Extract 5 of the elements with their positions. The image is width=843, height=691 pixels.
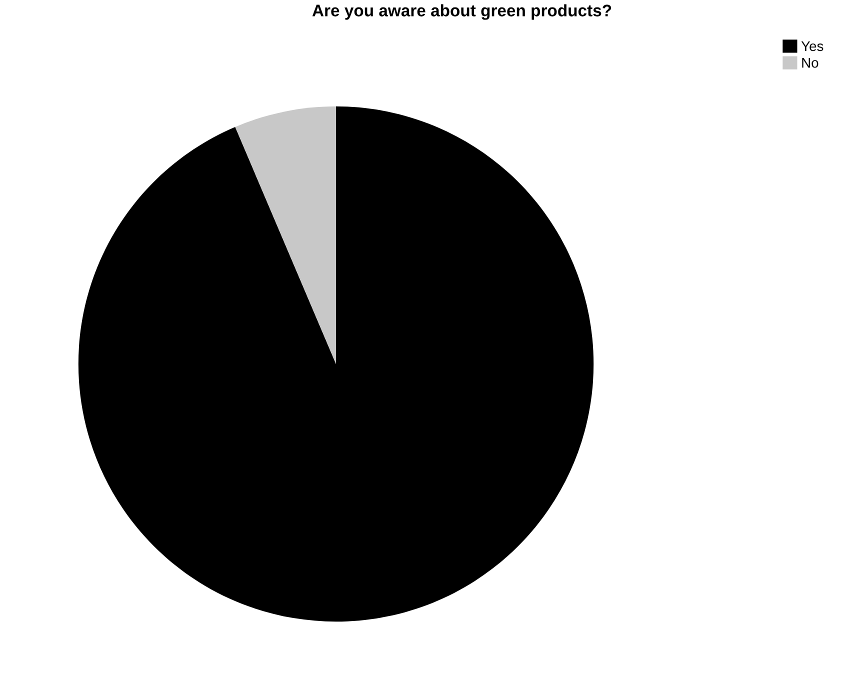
legend-label: Yes [801,41,824,52]
pie-slice [235,106,336,364]
pie-slice [78,106,594,622]
chart-title: Are you aware about green products? [312,4,612,20]
legend-label: No [802,58,818,68]
